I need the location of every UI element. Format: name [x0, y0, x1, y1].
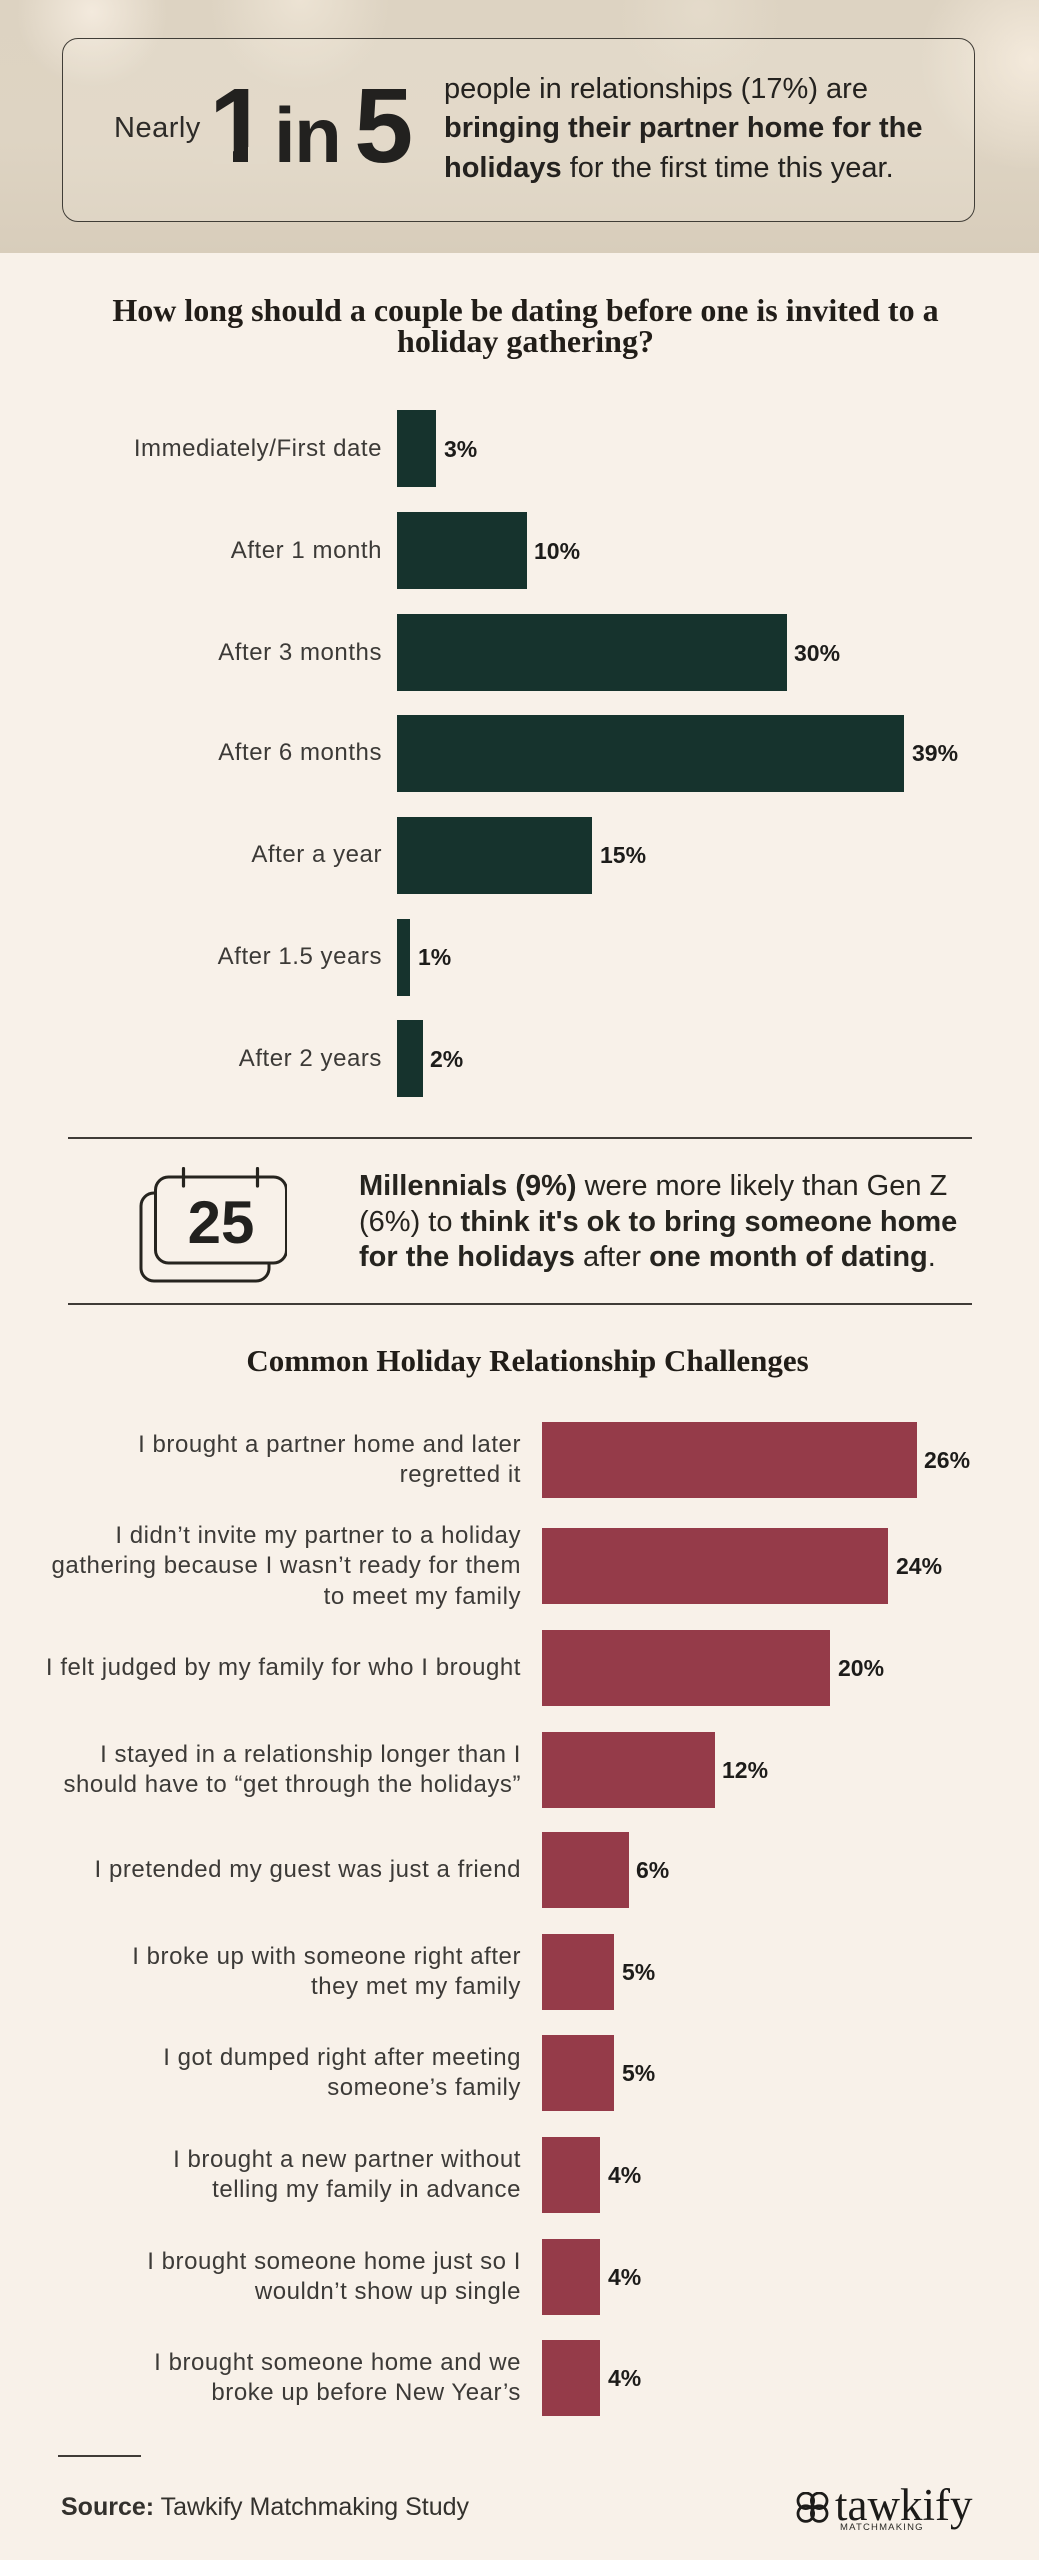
- svg-text:25: 25: [188, 1189, 255, 1256]
